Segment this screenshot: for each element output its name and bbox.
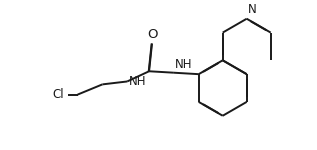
Text: NH: NH — [129, 75, 146, 88]
Text: Cl: Cl — [53, 87, 64, 100]
Text: O: O — [147, 28, 157, 41]
Text: N: N — [248, 3, 257, 16]
Text: NH: NH — [174, 58, 192, 71]
